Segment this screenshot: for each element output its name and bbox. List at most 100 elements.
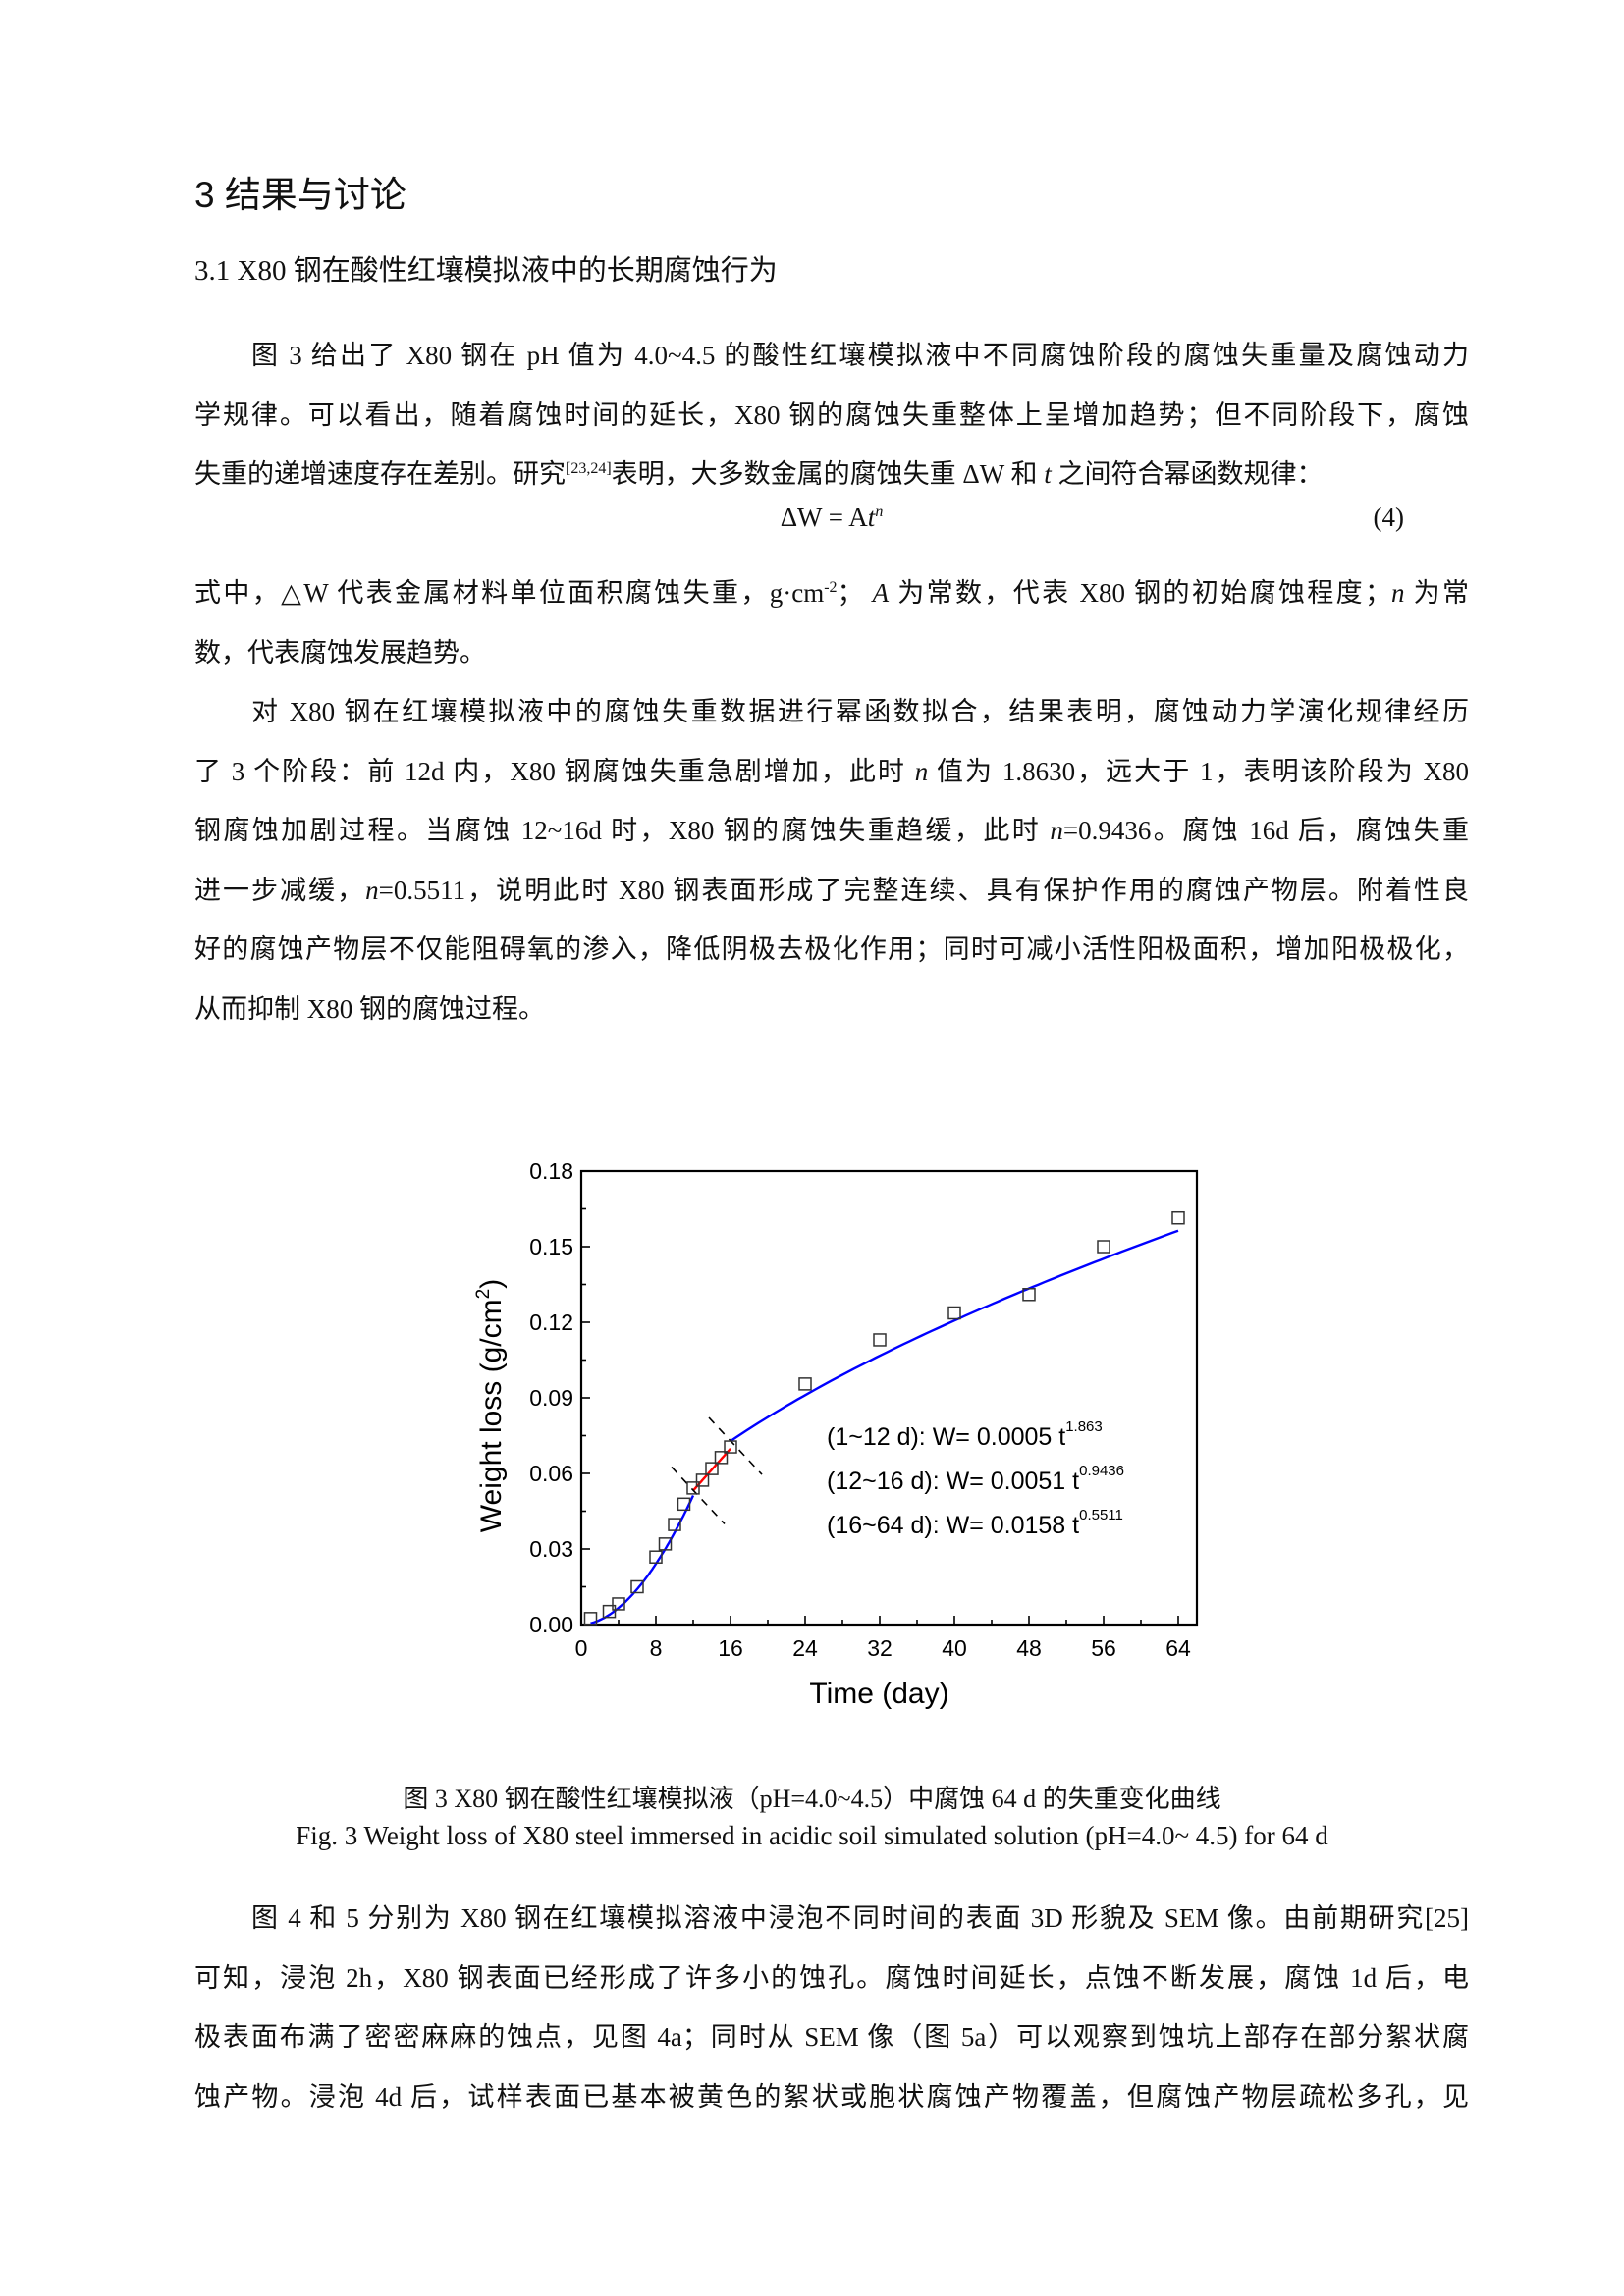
fit-equation-label: (1~12 d): W= 0.0005 t1.863 [827, 1418, 1103, 1451]
text-segment: 钢腐蚀加剧过程。当腐蚀 12~16d 时，X80 钢的腐蚀失重趋缓，此时 [194, 816, 1051, 845]
equation-text: ΔW = Atn [780, 503, 884, 532]
text-line: 图 3 给出了 X80 钢在 pH 值为 4.0~4.5 的酸性红壤模拟液中不同… [194, 326, 1469, 386]
fit-equation-label: (16~64 d): W= 0.0158 t0.5511 [827, 1507, 1123, 1539]
superscript: -2 [824, 579, 838, 596]
text-segment: 数，代表腐蚀发展趋势。 [194, 637, 486, 667]
figure-caption-cn: 图 3 X80 钢在酸性红壤模拟液（pH=4.0~4.5）中腐蚀 64 d 的失… [403, 1785, 1221, 1813]
data-point [798, 1377, 812, 1391]
x-tick-label: 64 [1165, 1635, 1191, 1661]
text-segment: 可知，浸泡 2h，X80 钢表面已经形成了许多小的蚀孔。腐蚀时间延长，点蚀不断发… [194, 1962, 1469, 1993]
text-line: 可知，浸泡 2h，X80 钢表面已经形成了许多小的蚀孔。腐蚀时间延长，点蚀不断发… [194, 1949, 1469, 2008]
data-point [873, 1333, 887, 1347]
data-point [686, 1481, 700, 1495]
equation-4: ΔW = Atn (4) [194, 503, 1469, 542]
text-segment: 表明，大多数金属的腐蚀失重 ΔW 和 [611, 459, 1045, 489]
y-tick-label: 0.09 [529, 1385, 573, 1411]
fit-exponent: 0.9436 [1079, 1463, 1124, 1479]
data-point [705, 1462, 719, 1475]
y-tick-label: 0.06 [529, 1461, 573, 1486]
text-segment: 好的腐蚀产物层不仅能阻碍氧的渗入，降低阴极去极化作用；同时可减小活性阳极面积，增… [194, 934, 1469, 964]
text-segment: 从而抑制 X80 钢的腐蚀过程。 [194, 993, 545, 1024]
stage-boundary-line [671, 1466, 726, 1525]
text-segment: 对 X80 钢在红壤模拟液中的腐蚀失重数据进行幂函数拟合，结果表明，腐蚀动力学演… [251, 697, 1469, 726]
data-point [695, 1473, 710, 1487]
paragraph-3: 对 X80 钢在红壤模拟液中的腐蚀失重数据进行幂函数拟合，结果表明，腐蚀动力学演… [194, 682, 1469, 1039]
text-segment: A [872, 578, 890, 608]
data-point [583, 1612, 598, 1626]
text-segment: 了 3 个阶段：前 12d 内，X80 钢腐蚀失重急剧增加，此时 [194, 756, 915, 786]
text-segment: n [365, 875, 379, 905]
subsection-heading: 3.1 X80 钢在酸性红壤模拟液中的长期腐蚀行为 [194, 255, 778, 287]
x-tick-label: 24 [792, 1635, 818, 1661]
text-segment: =0.5511，说明此时 X80 钢表面形成了完整连续、具有保护作用的腐蚀产物层… [378, 875, 1469, 905]
paragraph-2: 式中，△W 代表金属材料单位面积腐蚀失重，g·cm-2； A 为常数，代表 X8… [194, 563, 1469, 682]
text-line: 好的腐蚀产物层不仅能阻碍氧的渗入，降低阴极去极化作用；同时可减小活性阳极面积，增… [194, 920, 1469, 980]
fit-equation-part: W= 0.0158 t [947, 1512, 1080, 1539]
data-point [658, 1537, 673, 1551]
text-segment: 值为 1.8630，远大于 1，表明该阶段为 X80 [928, 756, 1470, 786]
fit-equation-label: (12~16 d): W= 0.0051 t0.9436 [827, 1463, 1124, 1495]
section-heading: 3 结果与讨论 [194, 175, 406, 215]
text-line: 失重的递增速度存在差别。研究[23,24]表明，大多数金属的腐蚀失重 ΔW 和 … [194, 445, 1469, 505]
text-segment: 进一步减缓， [194, 875, 366, 905]
fit-equation-part: W= 0.0051 t [947, 1468, 1080, 1495]
plot-frame [579, 1169, 1199, 1627]
text-line: 图 4 和 5 分别为 X80 钢在红壤模拟溶液中浸泡不同时间的表面 3D 形貌… [194, 1889, 1469, 1949]
text-segment: 学规律。可以看出，随着腐蚀时间的延长，X80 钢的腐蚀失重整体上呈增加趋势；但不… [194, 400, 1469, 430]
y-axis-label-part: Weight loss (g/cm [475, 1299, 508, 1532]
text-segment: 为常数，代表 X80 钢的初始腐蚀程度； [889, 578, 1392, 608]
text-line: 蚀产物。浸泡 4d 后，试样表面已基本被黄色的絮状或胞状腐蚀产物覆盖，但腐蚀产物… [194, 2067, 1469, 2127]
data-point [668, 1518, 681, 1531]
x-tick-label: 48 [1016, 1635, 1042, 1661]
data-point [724, 1440, 737, 1454]
x-tick-label: 40 [942, 1635, 967, 1661]
fit-exponent: 0.5511 [1079, 1507, 1123, 1523]
fit-equation-part: (12~16 d): [827, 1468, 947, 1495]
fit-equation-part: (1~12 d): [827, 1423, 933, 1451]
text-line: 数，代表腐蚀发展趋势。 [194, 623, 1469, 683]
text-segment: =0.9436。腐蚀 16d 后，腐蚀失重 [1062, 816, 1469, 845]
x-axis-label: Time (day) [809, 1678, 948, 1710]
x-tick-label: 0 [575, 1635, 588, 1661]
paragraph-1: 图 3 给出了 X80 钢在 pH 值为 4.0~4.5 的酸性红壤模拟液中不同… [194, 326, 1469, 505]
y-axis-label-part: 2 [473, 1289, 494, 1300]
y-axis-label-part: ) [475, 1279, 508, 1289]
data-point [1097, 1240, 1110, 1254]
x-tick-label: 16 [718, 1635, 743, 1661]
text-segment: 失重的递增速度存在差别。研究 [194, 459, 566, 489]
paragraph-4: 图 4 和 5 分别为 X80 钢在红壤模拟溶液中浸泡不同时间的表面 3D 形貌… [194, 1889, 1469, 2126]
data-point [947, 1306, 961, 1320]
equation-number: (4) [1373, 503, 1404, 532]
data-point [649, 1550, 663, 1564]
text-segment: 为常 [1404, 578, 1470, 608]
text-segment: n [1050, 816, 1063, 845]
text-segment: 图 3 给出了 X80 钢在 pH 值为 4.0~4.5 的酸性红壤模拟液中不同… [251, 341, 1469, 370]
text-segment: n [1391, 578, 1405, 608]
text-segment: 图 4 和 5 分别为 X80 钢在红壤模拟溶液中浸泡不同时间的表面 3D 形貌… [251, 1903, 1469, 1933]
text-segment: ； [837, 578, 873, 608]
data-point [630, 1579, 644, 1594]
text-line: 对 X80 钢在红壤模拟液中的腐蚀失重数据进行幂函数拟合，结果表明，腐蚀动力学演… [194, 682, 1469, 742]
text-line: 进一步减缓，n=0.5511，说明此时 X80 钢表面形成了完整连续、具有保护作… [194, 861, 1469, 921]
text-line: 式中，△W 代表金属材料单位面积腐蚀失重，g·cm-2； A 为常数，代表 X8… [194, 563, 1469, 623]
text-segment: n [914, 756, 929, 786]
y-axis-label: Weight loss (g/cm2) [473, 1279, 508, 1532]
data-point [612, 1597, 625, 1611]
text-segment: t [1044, 459, 1052, 489]
data-point [1022, 1288, 1036, 1302]
text-line: 从而抑制 X80 钢的腐蚀过程。 [194, 980, 1469, 1040]
y-tick-label: 0.12 [529, 1309, 573, 1335]
weight-loss-chart: 0 8 16 24 32 40 48 56 64 0.00 0.03 0.06 0.09 0.12 0.15… [473, 1158, 1199, 1710]
x-tick-label: 8 [650, 1635, 663, 1661]
figure-caption-en: Fig. 3 Weight loss of X80 steel immersed… [296, 1821, 1328, 1850]
text-line: 极表面布满了密密麻麻的蚀点，见图 4a；同时从 SEM 像（图 5a）可以观察到… [194, 2007, 1469, 2067]
text-line: 学规律。可以看出，随着腐蚀时间的延长，X80 钢的腐蚀失重整体上呈增加趋势；但不… [194, 386, 1469, 446]
x-tick-label: 32 [867, 1635, 893, 1661]
x-tick-label: 56 [1091, 1635, 1116, 1661]
fit-equation-part: W= 0.0005 t [933, 1423, 1066, 1451]
text-segment: 之间符合幂函数规律： [1051, 459, 1324, 489]
data-point [677, 1497, 691, 1512]
fit-equation-part: (16~64 d): [827, 1512, 947, 1539]
y-tick-label: 0.15 [529, 1234, 573, 1259]
y-tick-label: 0.00 [529, 1612, 573, 1637]
